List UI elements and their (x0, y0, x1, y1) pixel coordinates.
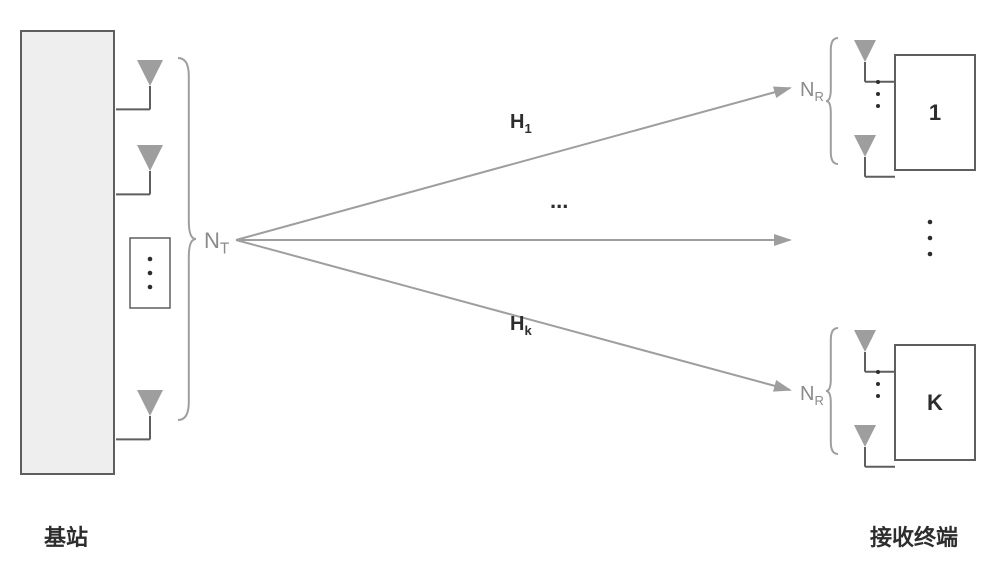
base-station-label: 基站 (44, 520, 88, 552)
svg-text:Hk: Hk (510, 313, 532, 338)
svg-text:NR: NR (800, 383, 824, 408)
svg-text:K: K (927, 390, 943, 415)
svg-text:NR: NR (800, 79, 824, 104)
diagram-canvas: 基站 接收终端 NT H1... Hk 1 NR K NR (0, 0, 1000, 577)
receivers-label: 接收终端 (870, 520, 958, 552)
base-station-box (20, 30, 115, 475)
nt-base: N (204, 228, 220, 253)
svg-text:H1: H1 (510, 111, 532, 136)
svg-overlay: H1... Hk 1 NR K NR (0, 0, 1000, 577)
svg-text:...: ... (550, 188, 568, 213)
svg-text:1: 1 (929, 100, 941, 125)
nt-label: NT (204, 228, 229, 258)
nt-sub: T (220, 240, 229, 257)
